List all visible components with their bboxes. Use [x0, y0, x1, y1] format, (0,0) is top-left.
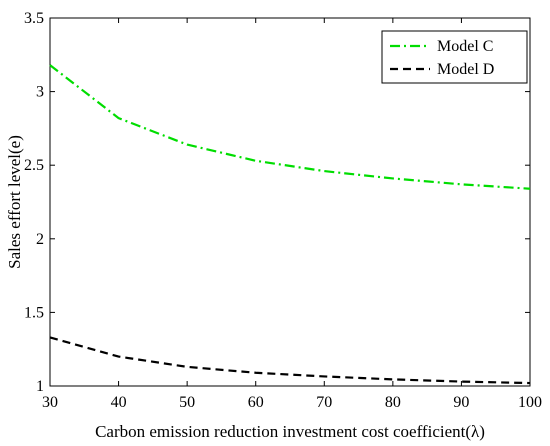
x-axis-label: Carbon emission reduction investment cos…: [95, 422, 485, 441]
legend-label: Model D: [437, 61, 494, 78]
y-tick-label: 1.5: [24, 304, 44, 321]
y-tick-label: 2.5: [24, 157, 44, 174]
legend: Model C Model D: [381, 30, 528, 84]
legend-box: [381, 30, 528, 84]
x-tick-label: 50: [179, 394, 195, 411]
axis-ticks: 30 40 50 60 70 80 90 100 1 1.5 2 2.5 3 3.5: [24, 10, 542, 411]
x-tick-label: 100: [518, 394, 542, 411]
x-tick-label: 40: [111, 394, 127, 411]
y-tick-label: 1: [36, 378, 44, 395]
series-line-model-d: [49, 336, 531, 385]
series-layer: [49, 64, 531, 385]
y-tick-label: 3.5: [24, 10, 44, 27]
y-tick-label: 2: [36, 231, 44, 248]
x-tick-label: 80: [385, 394, 401, 411]
x-tick-label: 70: [316, 394, 332, 411]
x-tick-label: 90: [453, 394, 469, 411]
x-tick-label: 30: [42, 394, 58, 411]
y-tick-label: 3: [36, 84, 44, 101]
series-line-model-c: [49, 64, 531, 190]
legend-label: Model C: [437, 38, 493, 55]
x-tick-label: 60: [248, 394, 264, 411]
y-axis-label: Sales effort level(e): [5, 135, 24, 269]
